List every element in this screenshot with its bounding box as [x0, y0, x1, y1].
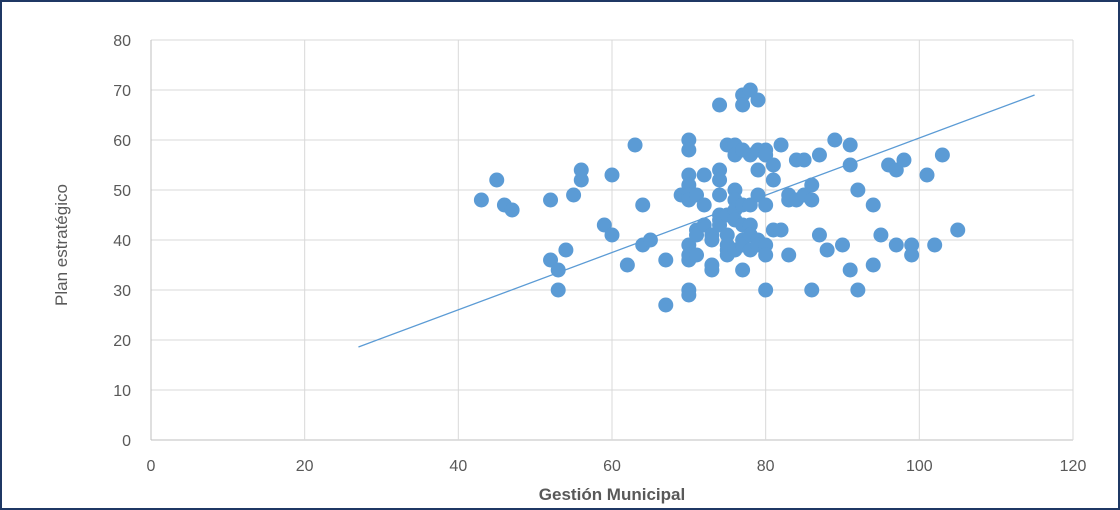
- x-tick-label: 80: [757, 458, 775, 475]
- data-point: [681, 287, 697, 303]
- trendline-group: [358, 94, 1035, 348]
- data-point: [773, 137, 789, 153]
- data-point: [473, 192, 489, 208]
- y-tick-label: 30: [113, 283, 131, 300]
- data-point: [735, 97, 751, 113]
- data-point: [704, 262, 720, 278]
- data-point: [765, 172, 781, 188]
- y-tick-label: 0: [122, 433, 131, 450]
- data-point: [489, 172, 505, 188]
- y-axis-title: Plan estratégico: [52, 184, 71, 306]
- data-point: [811, 227, 827, 243]
- data-point: [604, 227, 620, 243]
- y-tick-label: 80: [113, 33, 131, 50]
- x-axis-title: Gestión Municipal: [539, 485, 685, 504]
- y-tick-label: 50: [113, 183, 131, 200]
- data-point: [558, 242, 574, 258]
- data-point: [850, 282, 866, 298]
- data-point: [827, 132, 843, 148]
- data-point: [573, 162, 589, 178]
- data-point: [750, 162, 766, 178]
- x-axis-ticks: 0 20 40 60 80 100 120: [147, 458, 1087, 475]
- data-point: [758, 282, 774, 298]
- data-points: [473, 82, 966, 313]
- data-point: [750, 92, 766, 108]
- data-point: [689, 247, 705, 263]
- trendline: [358, 94, 1035, 348]
- data-point: [712, 187, 728, 203]
- data-point: [704, 232, 720, 248]
- data-point: [873, 227, 889, 243]
- data-point: [888, 237, 904, 253]
- data-point: [842, 262, 858, 278]
- data-point: [919, 167, 935, 183]
- data-point: [758, 197, 774, 213]
- y-tick-label: 40: [113, 233, 131, 250]
- data-point: [550, 282, 566, 298]
- data-point: [712, 172, 728, 188]
- data-point: [642, 232, 658, 248]
- data-point: [934, 147, 950, 163]
- data-point: [904, 247, 920, 263]
- data-point: [658, 297, 674, 313]
- data-point: [842, 157, 858, 173]
- data-point: [804, 192, 820, 208]
- data-point: [927, 237, 943, 253]
- data-point: [504, 202, 520, 218]
- x-tick-label: 20: [296, 458, 314, 475]
- x-tick-label: 40: [449, 458, 467, 475]
- data-point: [842, 137, 858, 153]
- data-point: [627, 137, 643, 153]
- data-point: [550, 262, 566, 278]
- data-point: [604, 167, 620, 183]
- x-tick-label: 120: [1060, 458, 1087, 475]
- data-point: [735, 262, 751, 278]
- data-point: [804, 177, 820, 193]
- data-point: [543, 192, 559, 208]
- data-point: [681, 142, 697, 158]
- data-point: [696, 167, 712, 183]
- x-tick-label: 60: [603, 458, 621, 475]
- data-point: [619, 257, 635, 273]
- data-point: [566, 187, 582, 203]
- data-point: [850, 182, 866, 198]
- y-tick-label: 70: [113, 83, 131, 100]
- data-point: [781, 247, 797, 263]
- x-tick-label: 100: [906, 458, 933, 475]
- data-point: [765, 157, 781, 173]
- y-tick-label: 60: [113, 133, 131, 150]
- gridlines: [150, 39, 1074, 441]
- data-point: [950, 222, 966, 238]
- data-point: [696, 197, 712, 213]
- data-point: [796, 152, 812, 168]
- data-point: [712, 97, 728, 113]
- data-point: [758, 247, 774, 263]
- data-point: [635, 197, 651, 213]
- y-axis-ticks: 0 10 20 30 40 50 60 70 80: [113, 33, 131, 450]
- data-point: [804, 282, 820, 298]
- data-point: [658, 252, 674, 268]
- y-tick-label: 20: [113, 333, 131, 350]
- data-point: [773, 222, 789, 238]
- data-point: [811, 147, 827, 163]
- y-tick-label: 10: [113, 383, 131, 400]
- data-point: [896, 152, 912, 168]
- x-tick-label: 0: [147, 458, 156, 475]
- data-point: [865, 197, 881, 213]
- data-point: [835, 237, 850, 253]
- data-point: [865, 257, 881, 273]
- data-point: [819, 242, 835, 258]
